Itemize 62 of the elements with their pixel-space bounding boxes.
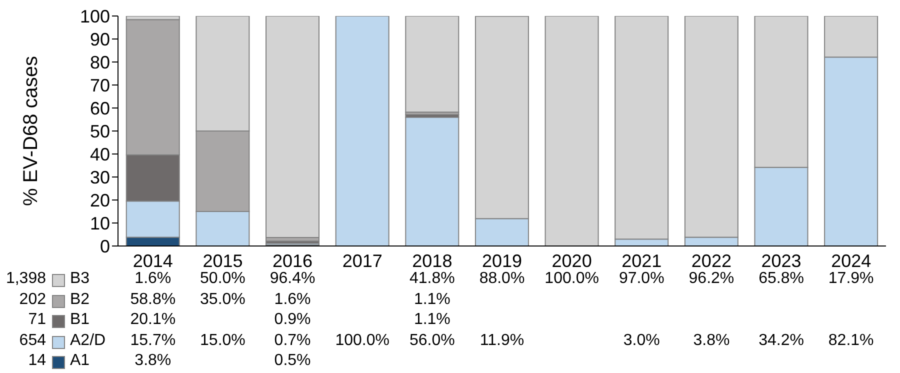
data-label: 15.0% [199,332,246,350]
legend-label: B1 [70,311,90,329]
x-tick-label: 2024 [831,250,872,271]
data-label: 65.8% [758,270,805,288]
x-tick-label: 2019 [482,250,522,271]
data-label: 58.8% [129,290,177,308]
legend-label: B2 [70,290,90,308]
legend-label: A1 [70,352,90,370]
y-tick-label: 30 [90,167,110,188]
y-tick-label: 40 [90,144,110,164]
data-label: 1.6% [273,290,312,308]
data-label: 97.0% [618,270,666,288]
data-label: 35.0% [199,290,246,308]
data-label: 56.0% [408,332,456,350]
data-label: 11.9% [478,332,526,350]
data-label: 96.4% [268,270,316,288]
y-tick-label: 90 [90,29,110,50]
y-tick-label: 80 [90,52,110,72]
data-label: 0.5% [273,352,312,370]
data-label: 17.9% [827,270,875,288]
data-label: 100.0% [334,332,390,350]
text: 654 [19,332,46,350]
legend-label: B3 [70,270,90,288]
data-label: 20.1% [129,311,177,329]
y-tick-label: 10 [90,213,110,234]
data-label: 0.9% [273,311,312,329]
x-tick-label: 2014 [132,250,173,271]
y-tick-label: 50 [90,121,110,142]
data-label: 1.1% [412,290,452,308]
data-label: 0.7% [273,332,312,350]
data-label: 100.0% [544,270,600,288]
x-tick-label: 2021 [622,250,662,271]
data-label: 88.0% [478,270,526,288]
data-label: 15.7% [129,332,177,350]
legend-label: A2/D [70,332,106,350]
x-tick-label: 2020 [552,250,592,271]
y-tick-label: 70 [90,75,110,96]
text: 202 [19,290,46,308]
y-tick-label: 20 [90,190,110,210]
data-label: 41.8% [408,270,456,288]
text: 14 [28,352,46,370]
data-label: 34.2% [758,332,805,350]
data-label: 1.1% [412,311,452,329]
data-label: 3.8% [134,352,172,370]
text: 71 [28,311,46,329]
data-label: 3.8% [692,332,731,350]
data-label: 96.2% [688,270,736,288]
data-label: 3.0% [622,332,661,350]
x-tick-label: 2023 [761,250,802,271]
x-tick-label: 2022 [691,250,732,271]
data-label: 82.1% [827,332,875,350]
y-tick-label: 100 [80,6,110,26]
x-tick-label: 2017 [342,250,382,271]
data-label: 50.0% [199,270,246,288]
x-tick-label: 2016 [272,250,313,271]
x-tick-label: 2018 [412,250,452,271]
y-tick-label: 60 [90,98,110,118]
y-axis-title: % EV-D68 cases [20,56,42,206]
text: 1,398 [6,270,46,288]
x-tick-label: 2015 [202,250,243,271]
data-label: 1.6% [134,270,172,288]
y-tick-label: 0 [100,236,110,256]
